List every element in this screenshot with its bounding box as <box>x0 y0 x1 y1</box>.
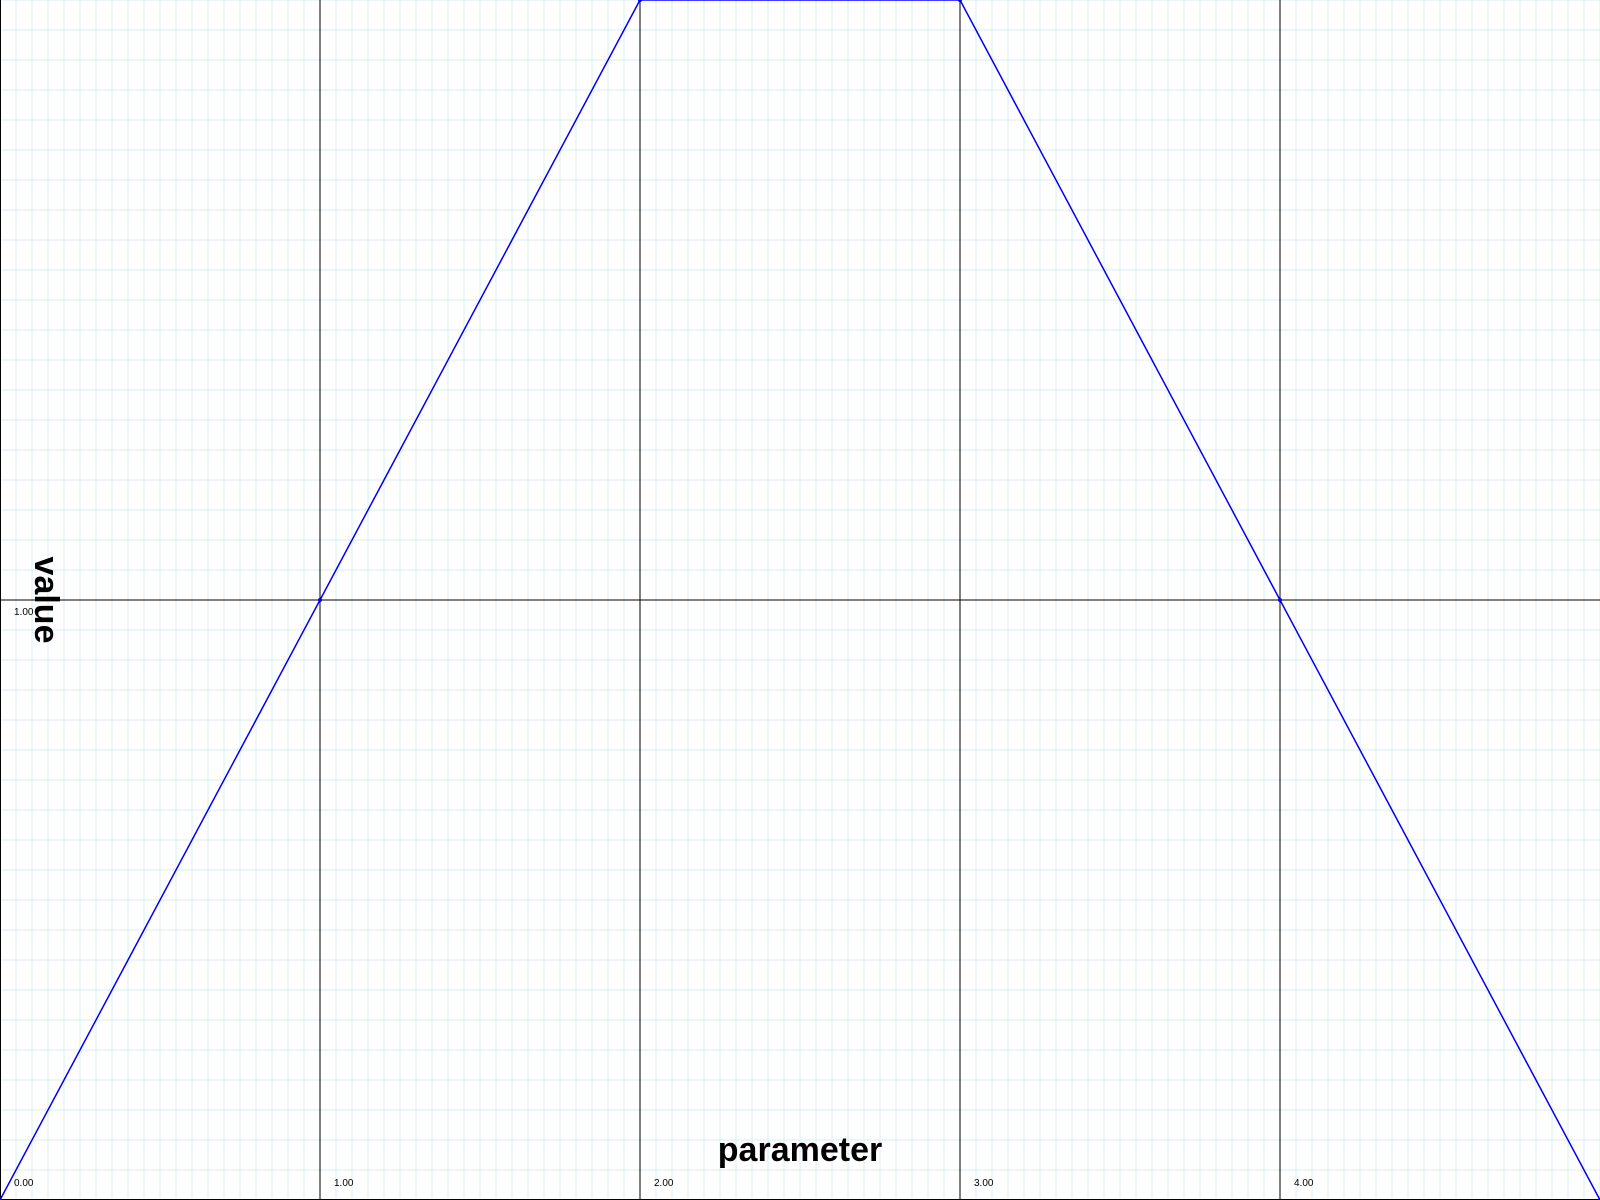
x-tick-label: 3.00 <box>974 1178 994 1189</box>
y-tick-label: 1.00 <box>14 607 34 618</box>
tick-labels: 0.00 1.00 2.00 3.00 4.00 1.00 <box>14 607 1314 1189</box>
data-point <box>1278 598 1282 602</box>
data-point <box>318 598 322 602</box>
y-axis-title: value <box>27 557 65 644</box>
x-tick-label: 1.00 <box>334 1178 354 1189</box>
data-point <box>958 0 962 2</box>
x-tick-label: 2.00 <box>654 1178 674 1189</box>
x-tick-label: 4.00 <box>1294 1178 1314 1189</box>
data-point <box>638 0 642 2</box>
x-tick-label: 0.00 <box>14 1178 34 1189</box>
x-axis-title: parameter <box>718 1131 882 1169</box>
